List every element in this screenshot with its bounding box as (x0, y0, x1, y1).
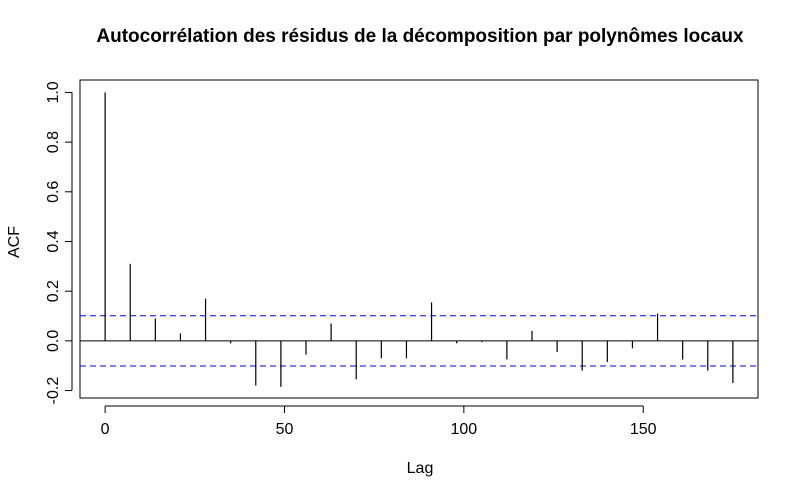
acf-bars (80, 92, 758, 387)
x-tick-label: 150 (630, 421, 657, 438)
x-axis-label: Lag (407, 460, 434, 477)
x-axis: 0 50 100 150 (101, 405, 657, 438)
y-tick-label: 0.2 (45, 280, 62, 302)
y-axis: -0.2 0.0 0.2 0.4 0.6 0.8 1.0 (45, 81, 73, 405)
y-tick-label: 0.8 (45, 131, 62, 153)
x-tick-label: 50 (276, 421, 294, 438)
plot-frame (79, 79, 759, 399)
y-tick-label: 0.0 (45, 330, 62, 352)
confidence-bounds (80, 315, 758, 367)
y-axis-label: ACF (6, 226, 23, 258)
y-tick-label: -0.2 (45, 377, 62, 405)
y-tick-label: 0.6 (45, 181, 62, 203)
x-tick-label: 0 (101, 421, 110, 438)
y-tick-label: 1.0 (45, 81, 62, 103)
x-tick-label: 100 (450, 421, 477, 438)
y-tick-label: 0.4 (45, 230, 62, 252)
chart-title: Autocorrélation des résidus de la décomp… (96, 26, 744, 47)
